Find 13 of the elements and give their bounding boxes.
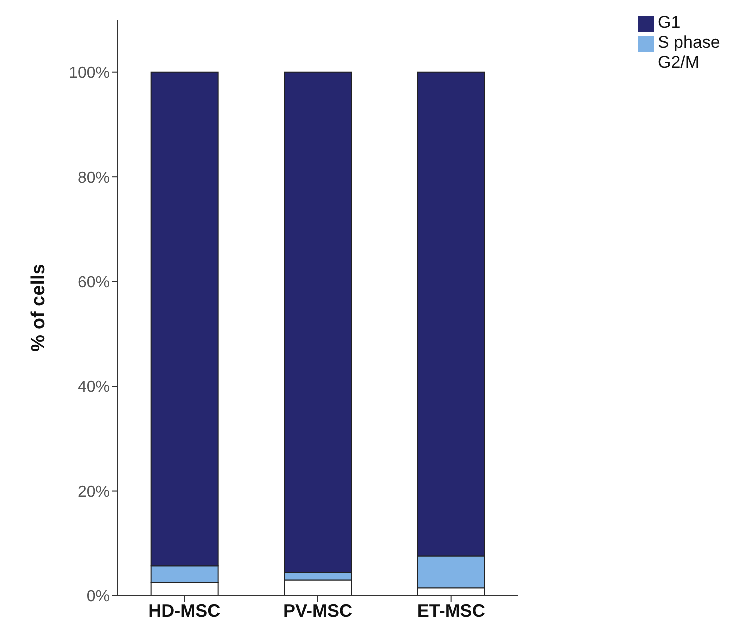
y-tick-label: 80% [78, 170, 110, 187]
y-tick-label: 60% [78, 274, 110, 292]
y-axis-title: % of cells [28, 264, 50, 352]
x-tick-label: ET-MSC [417, 600, 486, 621]
y-tick-label: 100% [69, 65, 110, 82]
y-tick-label: 40% [78, 379, 110, 396]
legend-label: S phase [658, 33, 720, 52]
x-tick-label: PV-MSC [283, 600, 353, 621]
y-tick-label: 20% [78, 484, 110, 501]
legend-label: G1 [658, 13, 681, 32]
text: G2/M [658, 53, 700, 72]
y-tick-label: 0% [86, 588, 110, 606]
x-tick-label: HD-MSC [148, 600, 221, 621]
